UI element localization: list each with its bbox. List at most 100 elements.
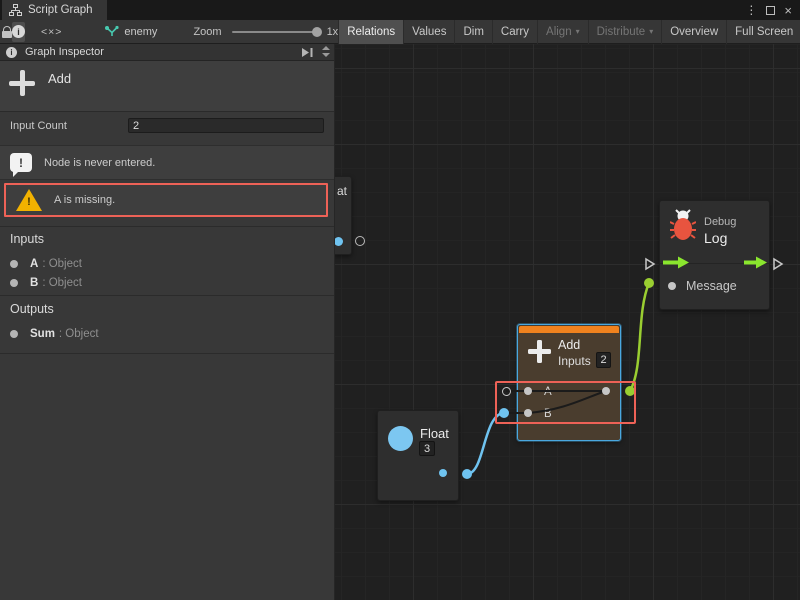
info-message-box: ! Node is never entered. (0, 145, 334, 180)
exec-flow-in-arrow (663, 256, 689, 269)
values-toggle[interactable]: Values (403, 19, 454, 44)
scroll-down-icon[interactable] (322, 53, 330, 57)
zoom-control: Zoom 1x (193, 26, 338, 38)
partial-hidden-node[interactable]: at (335, 176, 352, 255)
add-node-title: Add (558, 338, 581, 352)
window-menu-icon[interactable]: ⋮ (745, 3, 758, 17)
carry-toggle[interactable]: Carry (491, 19, 537, 44)
partial-node-port[interactable] (335, 236, 343, 246)
float-node[interactable]: Float 3 (377, 410, 459, 501)
message-wire-endpoint[interactable] (644, 278, 654, 288)
distribute-dropdown[interactable]: Distribute ▾ (587, 19, 662, 44)
lock-icon (2, 25, 12, 38)
tab-script-graph[interactable]: Script Graph (2, 0, 107, 20)
output-row-sum: Sum : Object (0, 326, 334, 342)
connection-wires (466, 282, 651, 476)
input-count-label: Input Count (10, 120, 67, 132)
info-icon: i (6, 46, 17, 58)
float-output-port[interactable] (439, 469, 448, 478)
partial-node-title: at (337, 184, 348, 198)
port-name: B (30, 277, 39, 289)
debug-node-category: Debug (704, 216, 737, 228)
zoom-label: Zoom (193, 25, 222, 38)
overview-button[interactable]: Overview (661, 19, 726, 44)
add-node-subtitle: Inputs (558, 354, 591, 368)
dock-icon (302, 48, 313, 57)
zoom-slider[interactable] (231, 26, 322, 37)
graph-breadcrumb[interactable]: enemy (104, 25, 157, 38)
a-missing-endpoint[interactable] (501, 386, 511, 396)
debug-log-node[interactable]: Debug Log Message (659, 200, 770, 310)
preview-code-button[interactable]: <×> (41, 22, 62, 42)
relations-toggle[interactable]: Relations (338, 19, 404, 44)
warning-bang: ! (27, 196, 31, 208)
plus-icon (528, 340, 551, 363)
warning-message: A is missing. (54, 194, 116, 206)
inspector-header: i Graph Inspector (0, 44, 334, 61)
add-count-field[interactable]: 2 (596, 352, 611, 368)
input-row-a: A : Object (0, 256, 334, 272)
exec-input-port[interactable] (644, 257, 656, 271)
sum-wire-endpoint[interactable] (625, 386, 635, 396)
graph-canvas[interactable]: at Float 3 Add Inputs 2 A B (335, 44, 800, 600)
scroll-spinner (322, 46, 330, 57)
port-dot (10, 330, 18, 338)
input-count-row: Input Count (0, 117, 334, 135)
value-wire-blue (466, 411, 505, 476)
plus-icon (8, 69, 36, 97)
input-count-field[interactable] (128, 118, 324, 133)
add-port-b[interactable] (524, 409, 532, 417)
message-port[interactable] (668, 282, 676, 290)
zoom-slider-knob[interactable] (311, 26, 322, 37)
dim-toggle[interactable]: Dim (454, 19, 491, 44)
inspector-title: Graph Inspector (25, 46, 104, 58)
close-icon[interactable]: × (784, 2, 792, 18)
exec-output-port[interactable] (772, 257, 784, 271)
tab-bar: Script Graph ⋮ × (0, 0, 800, 20)
maximize-icon[interactable] (766, 5, 776, 15)
b-wire-endpoint[interactable] (499, 407, 510, 418)
unit-title-section: Add (0, 61, 334, 112)
warning-triangle-icon: ! (16, 189, 42, 211)
outputs-header: Outputs (10, 302, 54, 316)
port-b-label: B (544, 408, 552, 420)
unit-title: Add (48, 71, 72, 86)
add-node[interactable]: Add Inputs 2 A B (517, 324, 621, 441)
input-row-b: B : Object (0, 275, 334, 291)
float-wire-endpoint[interactable] (462, 469, 473, 479)
speech-bubble-icon: ! (10, 153, 32, 177)
info-message: Node is never entered. (44, 156, 156, 169)
chevron-down-icon: ▾ (575, 27, 580, 36)
graph-name-label: enemy (124, 25, 158, 38)
add-port-sum[interactable] (602, 387, 610, 395)
port-a-label: A (544, 386, 552, 398)
inspector-toggle-button[interactable]: i (12, 21, 25, 42)
float-value-field[interactable]: 3 (419, 441, 435, 456)
port-dot (10, 260, 18, 268)
full-screen-button[interactable]: Full Screen (726, 19, 800, 44)
graph-toolbar: i <×> enemy Zoom 1x Relations Values Dim… (0, 19, 800, 44)
divider (0, 295, 334, 296)
tab-label: Script Graph (28, 4, 93, 16)
dock-button[interactable] (301, 47, 314, 61)
exec-flow-out-arrow (744, 256, 767, 269)
graph-hierarchy-icon (9, 4, 22, 16)
lock-button[interactable] (2, 22, 12, 42)
add-port-a[interactable] (524, 387, 532, 395)
port-type: : Object (58, 328, 99, 340)
debug-node-title: Log (704, 230, 728, 246)
code-icon: <×> (41, 25, 63, 38)
scroll-up-icon[interactable] (322, 46, 330, 50)
port-type: : Object (42, 258, 82, 270)
divider (0, 226, 334, 227)
port-type: : Object (42, 277, 82, 289)
inputs-header: Inputs (10, 232, 45, 246)
align-dropdown[interactable]: Align ▾ (537, 19, 588, 44)
bug-icon (670, 209, 696, 240)
unconnected-endpoint[interactable] (355, 236, 365, 246)
zoom-value: 1x (326, 25, 339, 38)
float-node-title: Float (420, 426, 449, 441)
distribute-label: Distribute (596, 25, 646, 38)
graph-inspector-panel: i Graph Inspector Add Input Count (0, 44, 335, 600)
